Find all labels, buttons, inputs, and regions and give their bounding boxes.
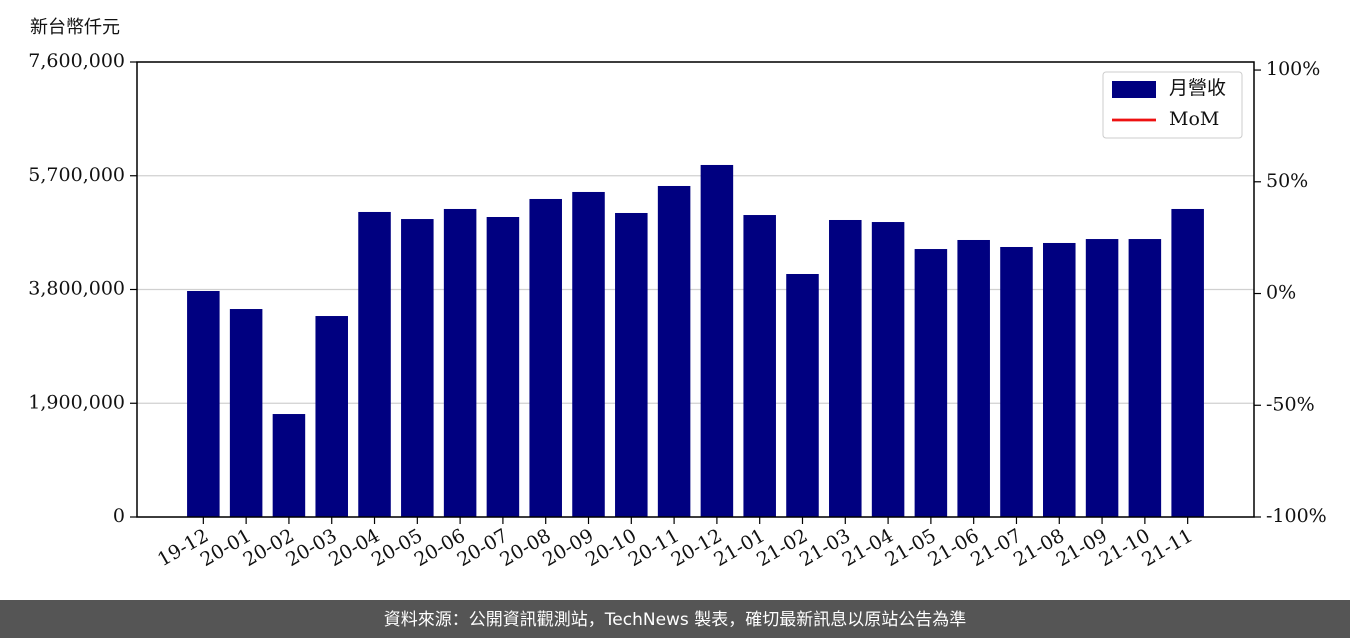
bar: [700, 164, 734, 517]
bar: [529, 198, 562, 517]
plot-frame: [136, 61, 1255, 518]
bar: [1043, 242, 1076, 517]
bar: [914, 249, 948, 518]
bar: [743, 215, 776, 517]
y2-tick-label: -50%: [1266, 393, 1315, 415]
bar: [187, 290, 220, 517]
bar: [1085, 239, 1119, 517]
y-tick-label: 1,900,000: [28, 391, 125, 413]
y2-tick-label: 0%: [1266, 282, 1296, 304]
y-tick-label: 5,700,000: [28, 164, 125, 186]
bar: [786, 273, 819, 517]
footer-bar: [0, 600, 1350, 638]
bar: [957, 239, 990, 517]
bar: [572, 191, 605, 517]
y2-tick-label: 100%: [1266, 58, 1320, 80]
bar: [315, 316, 348, 517]
bar: [829, 219, 862, 517]
bar: [1000, 246, 1033, 518]
bar: [358, 211, 391, 517]
bar: [401, 219, 434, 518]
bar: [486, 216, 520, 518]
legend-label: 月營收: [1169, 77, 1226, 99]
bar: [615, 212, 648, 517]
footer-text: 資料來源：公開資訊觀測站，TechNews 製表，確切最新訊息以原站公告為準: [384, 610, 966, 630]
y-axis-label: 新台幣仟元: [30, 17, 120, 38]
bar: [657, 185, 691, 518]
bar: [1171, 208, 1204, 517]
y2-tick-label: -100%: [1266, 505, 1327, 527]
bar: [229, 309, 263, 517]
y-tick-label: 7,600,000: [28, 50, 125, 72]
y2-tick-label: 50%: [1266, 170, 1308, 192]
y-tick-label: 0: [113, 505, 125, 527]
bar: [272, 414, 306, 517]
legend-label: MoM: [1169, 108, 1219, 130]
bar: [443, 208, 477, 517]
x-tick-label: 21-11: [1138, 525, 1196, 571]
bar: [871, 222, 905, 517]
bar: [1128, 239, 1162, 517]
legend-swatch: [1112, 81, 1156, 98]
y-tick-label: 3,800,000: [28, 278, 125, 300]
